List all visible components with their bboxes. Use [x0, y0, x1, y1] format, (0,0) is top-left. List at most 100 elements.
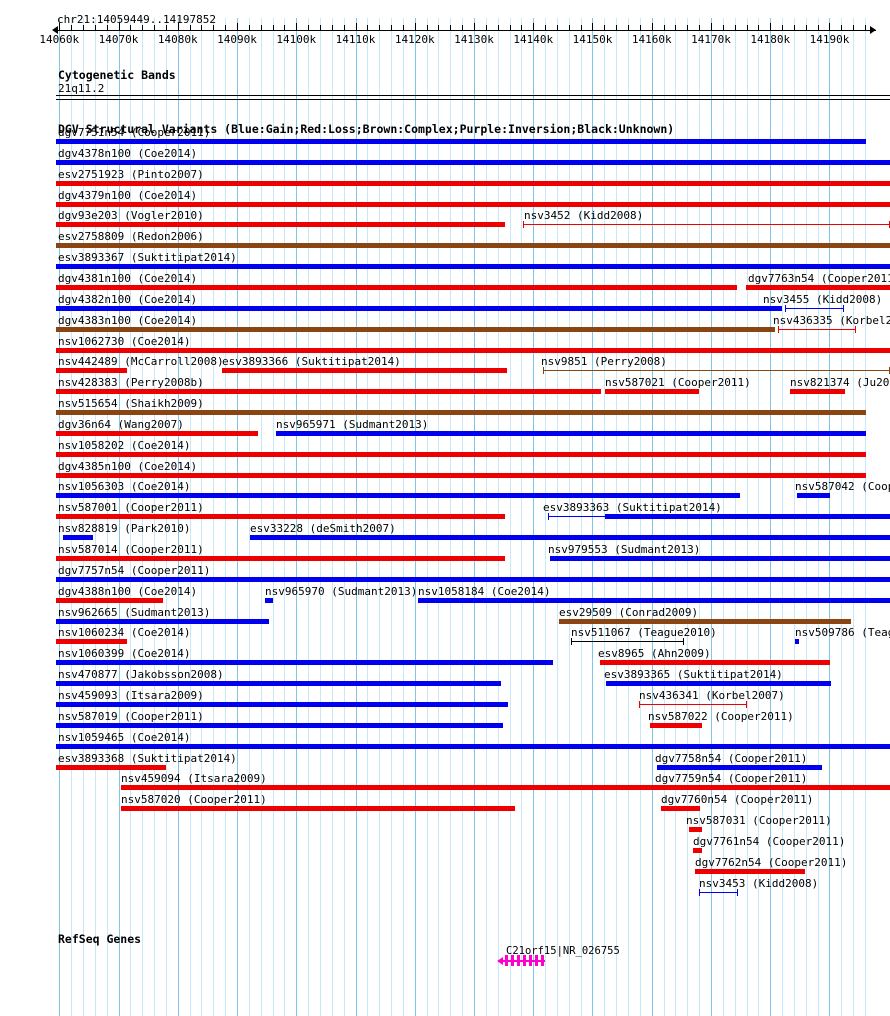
feature-label: nsv436341 (Korbel2007) — [639, 688, 785, 702]
feature-label: nsv587020 (Cooper2011) — [121, 793, 267, 807]
feature-label: dgv7759n54 (Cooper2011) — [655, 772, 808, 786]
feature-bar[interactable] — [56, 430, 258, 436]
feature-label: dgv7761n54 (Cooper2011) — [693, 834, 846, 848]
feature-label: dgv4381n100 (Coe2014) — [58, 271, 198, 285]
feature-bar[interactable] — [121, 806, 515, 812]
feature-bar[interactable] — [56, 347, 890, 353]
feature-bar[interactable] — [695, 868, 805, 874]
feature-label: dgv7760n54 (Cooper2011) — [661, 793, 814, 807]
feature-label: nsv1058202 (Coe2014) — [58, 438, 191, 452]
feature-bar[interactable] — [56, 764, 166, 770]
feature-bar[interactable] — [790, 389, 845, 395]
feature-bar[interactable] — [56, 472, 866, 478]
feature-span[interactable] — [778, 325, 856, 333]
feature-span[interactable] — [523, 221, 890, 229]
feature-span[interactable] — [543, 367, 890, 375]
feature-label: nsv442489 (McCarroll2008) — [58, 355, 224, 369]
feature-bar[interactable] — [559, 618, 851, 624]
feature-bar[interactable] — [56, 681, 501, 687]
feature-label: nsv428383 (Perry2008b) — [58, 376, 204, 390]
feature-bar[interactable] — [56, 514, 505, 520]
track-title-cytogenetic-bands: Cytogenetic Bands — [58, 68, 176, 82]
feature-bar[interactable] — [56, 597, 163, 603]
feature-bar[interactable] — [56, 368, 127, 374]
feature-bar[interactable] — [56, 389, 601, 395]
feature-bar[interactable] — [56, 451, 866, 457]
feature-bar[interactable] — [689, 827, 702, 833]
feature-label: nsv459093 (Itsara2009) — [58, 688, 204, 702]
feature-bar[interactable] — [657, 785, 831, 791]
feature-label: nsv509786 (Teague2010) — [795, 626, 890, 640]
feature-bar[interactable] — [56, 284, 737, 290]
feature-bar[interactable] — [661, 806, 700, 812]
feature-bar[interactable] — [605, 514, 890, 520]
feature-label: dgv4379n100 (Coe2014) — [58, 188, 198, 202]
gene-exon[interactable] — [511, 955, 514, 966]
feature-label: nsv821374 (Ju2010) — [790, 376, 890, 390]
feature-bar[interactable] — [56, 264, 890, 270]
feature-label: dgv4388n100 (Coe2014) — [58, 584, 198, 598]
ruler-right-arrow-icon — [870, 26, 876, 34]
feature-bar[interactable] — [797, 493, 830, 499]
feature-label: dgv4383n100 (Coe2014) — [58, 313, 198, 327]
feature-bar[interactable] — [56, 701, 508, 707]
feature-bar[interactable] — [121, 785, 890, 791]
feature-bar[interactable] — [56, 243, 890, 249]
feature-bar[interactable] — [657, 764, 822, 770]
feature-bar[interactable] — [605, 389, 699, 395]
feature-bar[interactable] — [250, 535, 890, 541]
feature-label: dgv93e203 (Vogler2010) — [58, 209, 204, 223]
gene-exon[interactable] — [523, 955, 526, 966]
feature-bar[interactable] — [56, 180, 890, 186]
feature-bar[interactable] — [746, 284, 890, 290]
feature-bar[interactable] — [56, 159, 890, 165]
feature-label: esv2751923 (Pinto2007) — [58, 167, 204, 181]
feature-label: dgv7757n54 (Cooper2011) — [58, 563, 211, 577]
feature-bar[interactable] — [56, 222, 505, 228]
feature-label: dgv4378n100 (Coe2014) — [58, 146, 198, 160]
feature-bar[interactable] — [63, 535, 93, 541]
feature-span[interactable] — [699, 888, 738, 896]
feature-bar[interactable] — [56, 639, 127, 645]
feature-bar[interactable] — [56, 493, 740, 499]
feature-bar[interactable] — [276, 430, 866, 436]
feature-bar[interactable] — [56, 743, 890, 749]
feature-bar[interactable] — [56, 722, 503, 728]
gene-exon[interactable] — [529, 955, 532, 966]
feature-bar[interactable] — [56, 618, 269, 624]
feature-bar[interactable] — [56, 201, 890, 207]
ruler-axis-line — [57, 30, 876, 31]
feature-span[interactable] — [639, 700, 747, 708]
gene-exon[interactable] — [541, 955, 544, 966]
feature-bar[interactable] — [600, 660, 830, 666]
feature-span[interactable] — [571, 638, 684, 646]
feature-bar[interactable] — [418, 597, 890, 603]
feature-bar[interactable] — [550, 556, 890, 561]
feature-label: esv29509 (Conrad2009) — [559, 605, 699, 619]
feature-bar[interactable] — [606, 681, 831, 687]
feature-bar[interactable] — [56, 410, 866, 416]
gene-exon[interactable] — [535, 955, 538, 966]
feature-span[interactable] — [548, 513, 605, 521]
feature-bar[interactable] — [650, 722, 702, 728]
feature-span[interactable] — [785, 304, 844, 312]
gene-exon[interactable] — [517, 955, 520, 966]
feature-label: dgv7763n54 (Cooper2011) — [748, 271, 890, 285]
feature-bar[interactable] — [56, 660, 553, 666]
gene-exon[interactable] — [505, 955, 508, 966]
feature-label: nsv515654 (Shaikh2009) — [58, 397, 204, 411]
feature-bar[interactable] — [265, 597, 273, 603]
feature-bar[interactable] — [56, 305, 782, 311]
feature-bar[interactable] — [56, 326, 775, 332]
feature-bar[interactable] — [693, 847, 702, 853]
feature-label: esv8965 (Ahn2009) — [598, 647, 711, 661]
feature-label: nsv3455 (Kidd2008) — [763, 292, 883, 306]
feature-bar[interactable] — [56, 576, 890, 582]
feature-label: dgv4382n100 (Coe2014) — [58, 292, 198, 306]
feature-bar[interactable] — [56, 556, 505, 561]
feature-bar[interactable] — [56, 139, 866, 144]
feature-bar[interactable] — [222, 368, 507, 374]
feature-bar[interactable] — [795, 639, 799, 645]
refseq-gene-c21orf15[interactable]: C21orf15|NR_026755 — [0, 0, 890, 966]
